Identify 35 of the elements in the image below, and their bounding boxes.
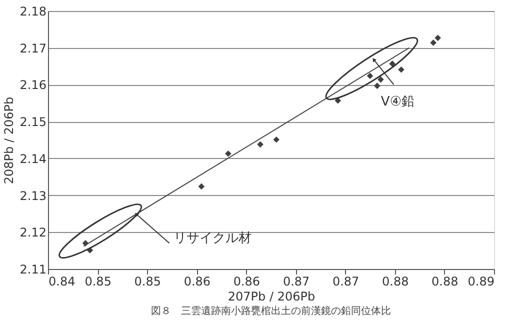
y-tick-label: 2.18 [20, 4, 46, 18]
point [273, 136, 280, 143]
x-tick-label: 0.85 [134, 274, 161, 288]
x-tick-label: 0.84 [48, 274, 76, 288]
y-tick-label: 2.12 [20, 226, 46, 240]
x-tick-label: 0.88 [382, 274, 409, 288]
x-tick-label: 0.87 [282, 274, 310, 288]
point [430, 40, 437, 46]
y-tick-label: 2.11 [20, 262, 46, 276]
y-tick-label: 2.16 [20, 78, 46, 92]
point [198, 183, 205, 190]
y-tick-label: 2.13 [20, 188, 46, 203]
y-axis-title: 208Pb / 206Pb [2, 96, 16, 184]
y-tick-label: 2.17 [20, 41, 46, 56]
y-tick-label: 2.14 [20, 152, 46, 166]
x-tick-label: 0.89 [468, 274, 494, 288]
point [434, 34, 441, 42]
x-tick-label: 0.86 [233, 274, 260, 288]
x-tick-label: 0.87 [332, 274, 360, 288]
point [374, 82, 380, 89]
point [366, 72, 374, 80]
y-tick-label: 2.15 [20, 115, 46, 130]
point [378, 76, 384, 83]
x-tick-label: 0.86 [184, 274, 211, 288]
point [257, 141, 264, 148]
annotation: リサイクル材 [173, 231, 252, 246]
point [398, 66, 404, 73]
x-axis-title: 207Pb / 206Pb [228, 290, 316, 304]
point [225, 150, 232, 157]
x-tick-label: 0.88 [432, 274, 458, 288]
point [334, 97, 342, 104]
annotation: V④鉛 [380, 94, 414, 110]
x-tick-label: 0.85 [84, 274, 112, 288]
caption: 図８ 三雲遺跡南小路甕棺出土の前漢鏡の鉛同位体比 [151, 305, 391, 317]
point [389, 60, 396, 67]
